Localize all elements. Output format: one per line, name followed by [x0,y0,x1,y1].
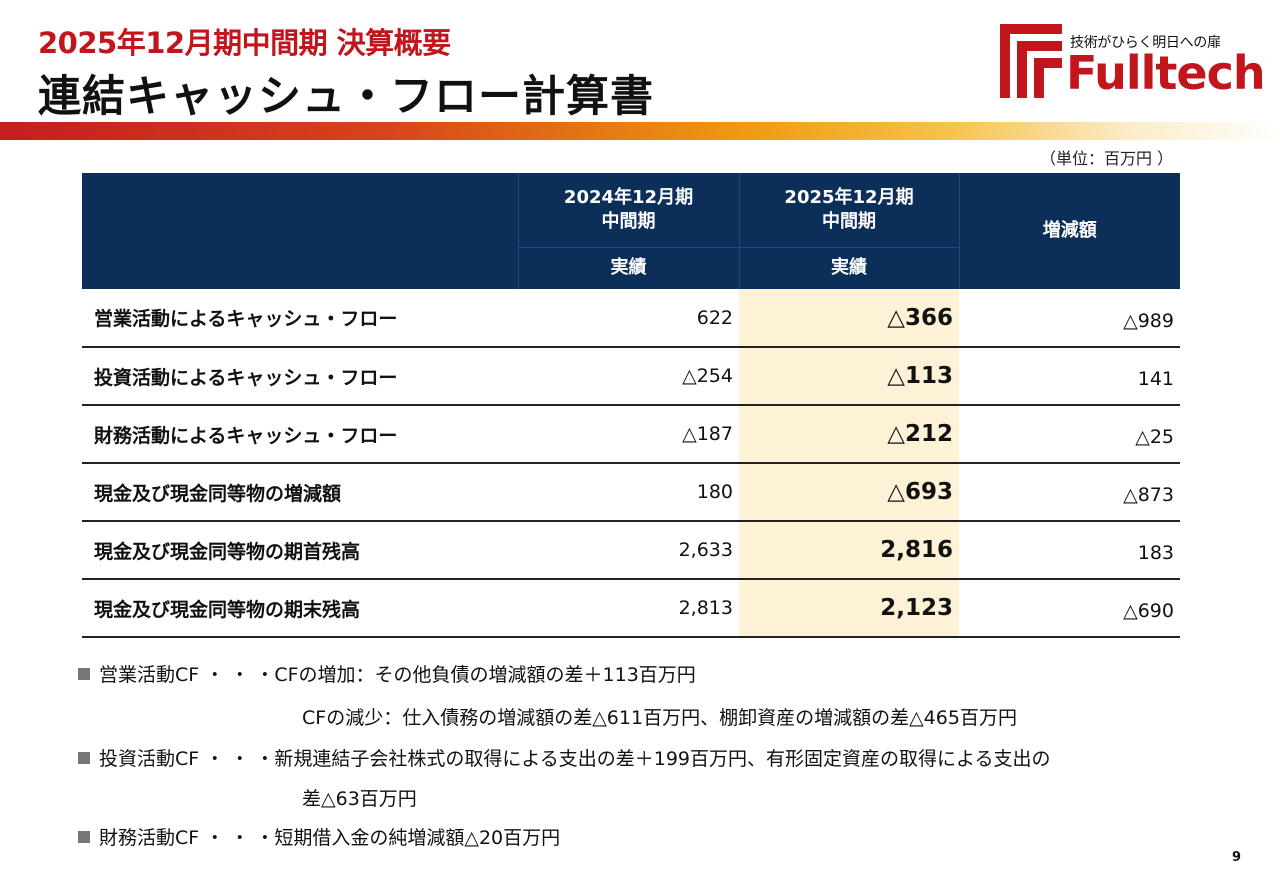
header-2024-line1: 2024年12月期 [563,186,694,208]
slide-subtitle: 2025年12月期中間期 決算概要 [38,26,451,60]
note-operating-cf: 営業活動CF ・ ・ ・CFの増加：その他負債の増減額の差＋113百万円 [78,660,696,687]
row-label: 営業活動によるキャッシュ・フロー [82,289,518,348]
value-change: △989 [959,289,1180,348]
value-2024: 2,813 [518,579,739,638]
row-label: 現金及び現金同等物の増減額 [82,463,518,522]
note-head: 投資活動CF ・ ・ ・ [99,748,275,770]
header-2024-line2: 中間期 [601,210,656,232]
value-2024: △254 [518,347,739,406]
value-2025: △693 [739,463,959,522]
cash-flow-table: 2024年12月期 中間期 2025年12月期 中間期 増減額 実績 実績 営業… [82,173,1180,638]
header-2025-line2: 中間期 [822,210,876,232]
header-blank-cell [82,173,518,289]
header-2025-actual: 実績 [738,246,959,289]
value-change: 141 [959,347,1180,406]
table-row: 現金及び現金同等物の期首残高 2,633 2,816 183 [82,521,1180,580]
header-2024-actual: 実績 [517,246,739,289]
row-label: 現金及び現金同等物の期末残高 [82,579,518,638]
row-label: 現金及び現金同等物の期首残高 [82,521,518,580]
logo-wordmark: Fulltech [1066,46,1266,100]
value-2024: △187 [518,405,739,464]
header-change: 増減額 [958,173,1180,289]
table-row: 投資活動によるキャッシュ・フロー △254 △113 141 [82,347,1180,406]
value-2025: 2,816 [739,521,959,580]
title-gradient-band [0,122,1280,140]
note-text: 短期借入金の純増減額△20百万円 [274,827,561,849]
note-head: 営業活動CF ・ ・ ・ [99,664,275,686]
note-text: 差△63百万円 [302,788,417,810]
note-financing-cf: 財務活動CF ・ ・ ・短期借入金の純増減額△20百万円 [78,823,560,850]
slide-title: 連結キャッシュ・フロー計算書 [38,72,654,122]
value-2025: △212 [739,405,959,464]
logo-tagline: 技術がひらく明日への扉 [1070,35,1221,51]
header-2025-interim: 2025年12月期 中間期 [738,173,959,247]
row-label: 投資活動によるキャッシュ・フロー [82,347,518,406]
value-change: △690 [959,579,1180,638]
value-2024: 622 [518,289,739,348]
unit-label: （単位：百万円 ） [1040,149,1174,168]
note-investing-cf: 投資活動CF ・ ・ ・新規連結子会社株式の取得による支出の差＋199百万円、有… [78,744,1050,771]
note-text: CFの減少：仕入債務の増減額の差△611百万円、棚卸資産の増減額の差△465百万… [302,707,1017,729]
table-row: 財務活動によるキャッシュ・フロー △187 △212 △25 [82,405,1180,464]
table-row: 現金及び現金同等物の期末残高 2,813 2,123 △690 [82,579,1180,638]
square-bullet-icon [78,831,90,843]
value-change: △25 [959,405,1180,464]
note-text: 新規連結子会社株式の取得による支出の差＋199百万円、有形固定資産の取得による支… [274,748,1051,770]
value-change: 183 [959,521,1180,580]
page-number: 9 [1232,850,1242,865]
value-2024: 180 [518,463,739,522]
table-row: 営業活動によるキャッシュ・フロー 622 △366 △989 [82,289,1180,348]
value-2024: 2,633 [518,521,739,580]
note-operating-cf-decrease: CFの減少：仕入債務の増減額の差△611百万円、棚卸資産の増減額の差△465百万… [302,703,1017,730]
note-investing-cf-cont: 差△63百万円 [302,784,417,811]
value-change: △873 [959,463,1180,522]
note-text: CFの増加：その他負債の増減額の差＋113百万円 [274,664,696,686]
value-2025: 2,123 [739,579,959,638]
fulltech-logo-mark-icon [1000,24,1062,98]
header-2024-interim: 2024年12月期 中間期 [517,173,739,247]
value-2025: △113 [739,347,959,406]
company-logo: 技術がひらく明日への扉 Fulltech [1000,20,1266,102]
square-bullet-icon [78,752,90,764]
value-2025: △366 [739,289,959,348]
table-row: 現金及び現金同等物の増減額 180 △693 △873 [82,463,1180,522]
note-head: 財務活動CF ・ ・ ・ [99,827,275,849]
row-label: 財務活動によるキャッシュ・フロー [82,405,518,464]
square-bullet-icon [78,668,90,680]
header-2025-line1: 2025年12月期 [784,186,914,208]
